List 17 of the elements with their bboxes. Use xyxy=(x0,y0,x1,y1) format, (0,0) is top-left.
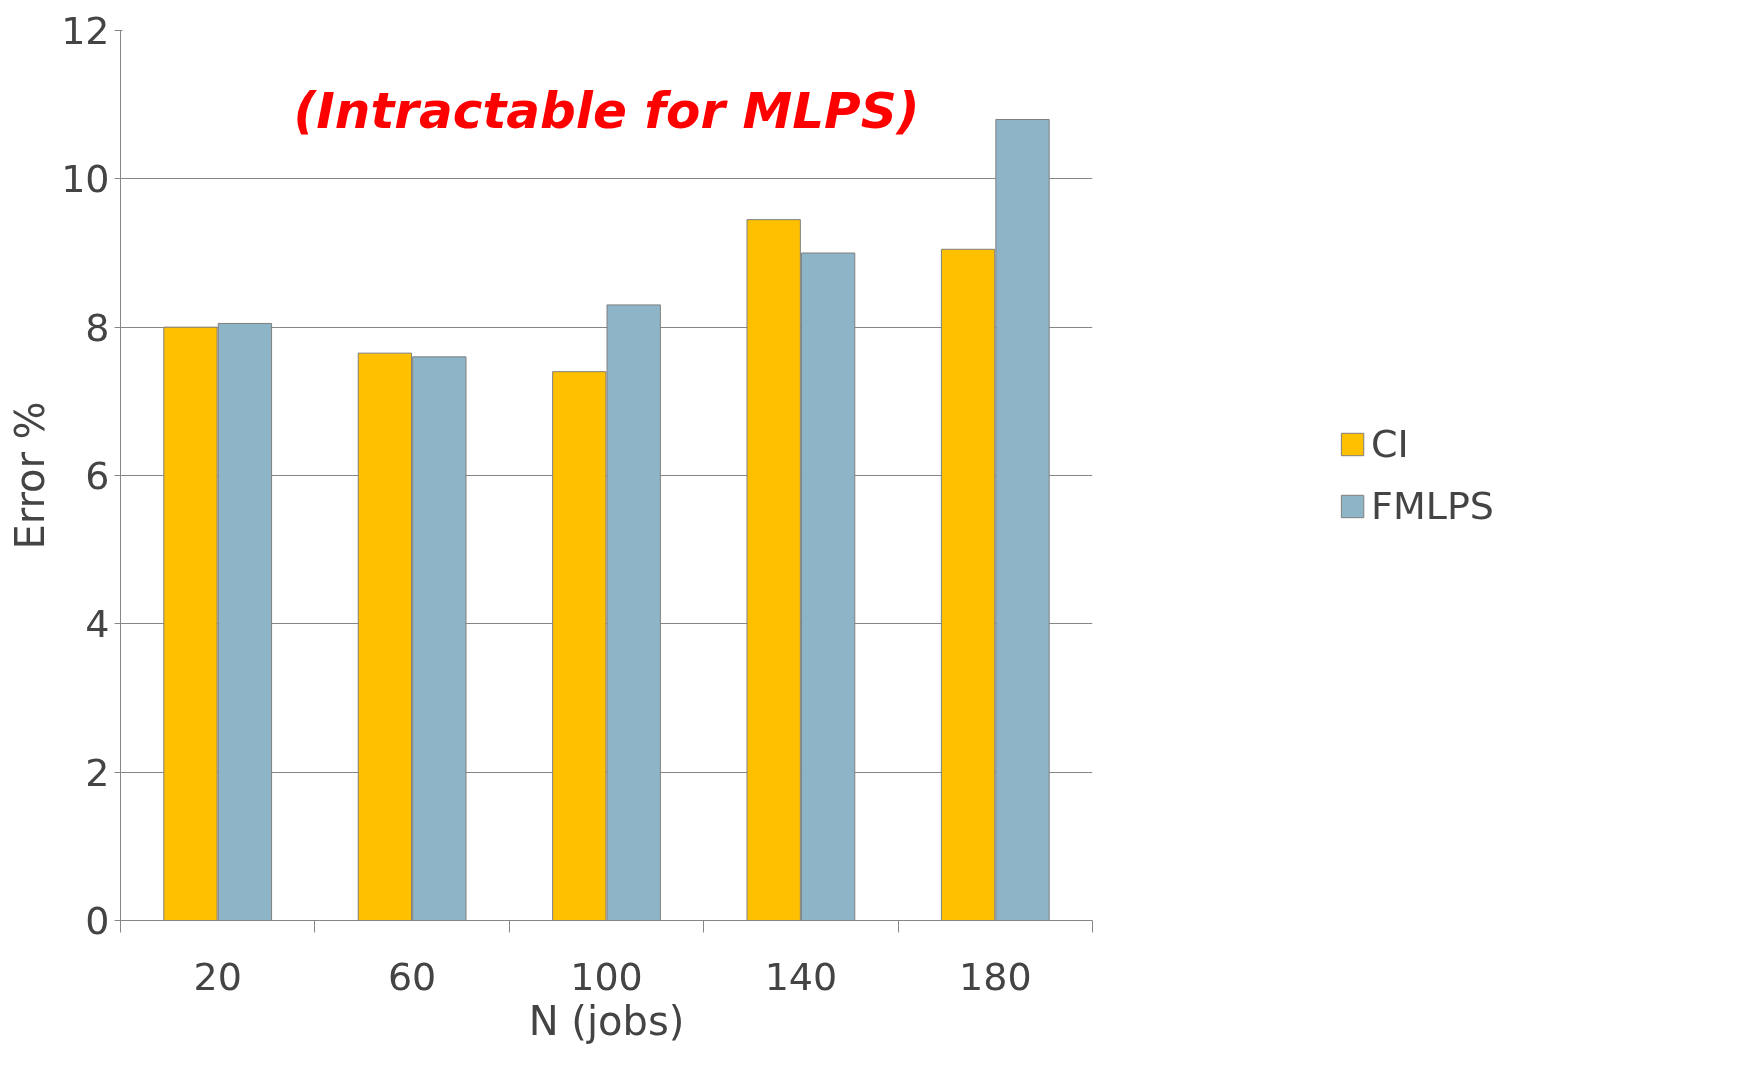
y-tick-label: 0 xyxy=(85,899,110,943)
x-tick-label: 100 xyxy=(570,954,643,999)
x-tick-label: 20 xyxy=(193,954,242,999)
y-axis-title: Error % xyxy=(7,401,54,550)
y-tick-label: 4 xyxy=(85,602,110,647)
x-tick-label: 140 xyxy=(764,954,838,999)
x-tick-label: 180 xyxy=(959,954,1032,999)
y-tick-label: 2 xyxy=(85,750,110,795)
x-axis-title: N (jobs) xyxy=(528,997,685,1044)
legend-label: CI xyxy=(1371,422,1409,466)
legend-label: FMLPS xyxy=(1371,484,1494,528)
y-tick-label: 12 xyxy=(61,9,110,53)
annotation: (Intractable for MLPS) xyxy=(293,81,920,140)
y-tick-label: 6 xyxy=(85,454,110,498)
y-tick-label: 10 xyxy=(61,157,110,202)
x-tick-label: 60 xyxy=(387,954,437,999)
y-tick-label: 8 xyxy=(85,305,110,350)
